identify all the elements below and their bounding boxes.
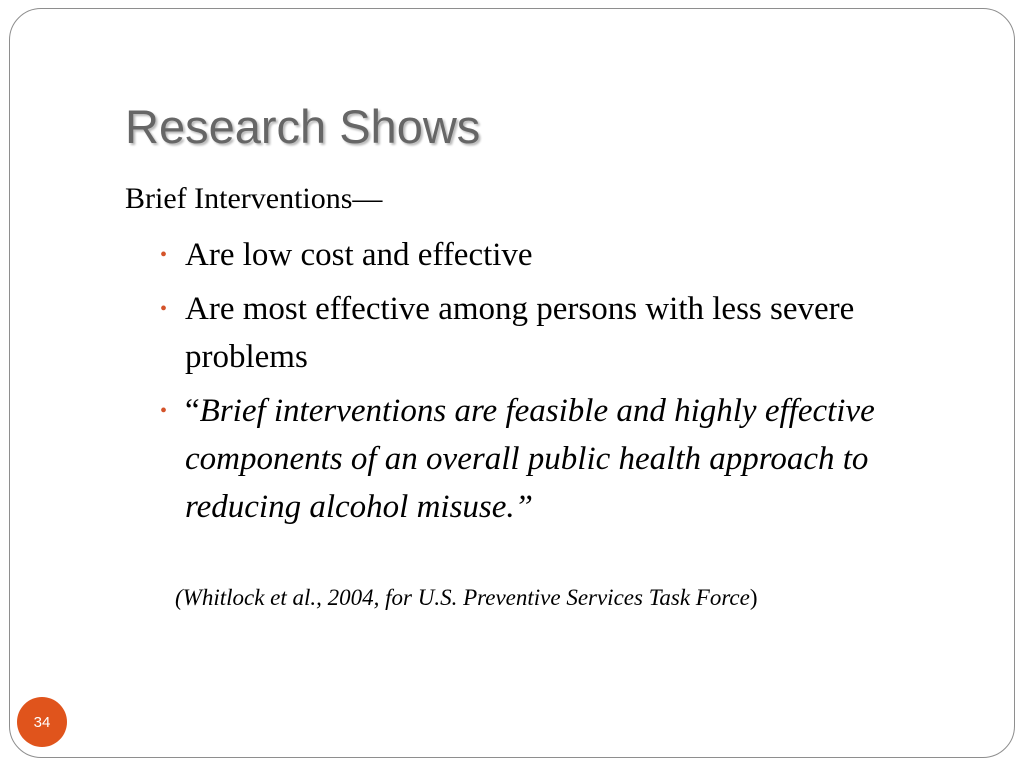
lead-text: Brief Interventions— [125, 182, 383, 215]
citation-text: (Whitlock et al., 2004, for U.S. Prevent… [175, 585, 750, 610]
page-number-badge: 34 [17, 697, 67, 747]
citation-close-paren: ) [749, 585, 758, 610]
bullet-list: • Are low cost and effective • Are most … [158, 231, 978, 537]
bullet-icon: • [160, 400, 168, 422]
slide-frame: Research Shows Brief Interventions— • Ar… [9, 8, 1015, 758]
open-quote-mark: “ [185, 393, 200, 429]
quote-text: Brief interventions are feasible and hig… [185, 393, 875, 525]
bullet-item-quote: • “Brief interventions are feasible and … [158, 387, 978, 531]
bullet-text: Are low cost and effective [185, 237, 533, 273]
slide-title: Research Shows [125, 100, 481, 153]
bullet-item: • Are low cost and effective [158, 231, 978, 279]
bullet-text: Are most effective among persons with le… [185, 291, 855, 375]
citation: (Whitlock et al., 2004, for U.S. Prevent… [175, 582, 758, 614]
bullet-item: • Are most effective among persons with … [158, 285, 978, 381]
bullet-icon: • [160, 298, 168, 320]
bullet-icon: • [160, 244, 168, 266]
